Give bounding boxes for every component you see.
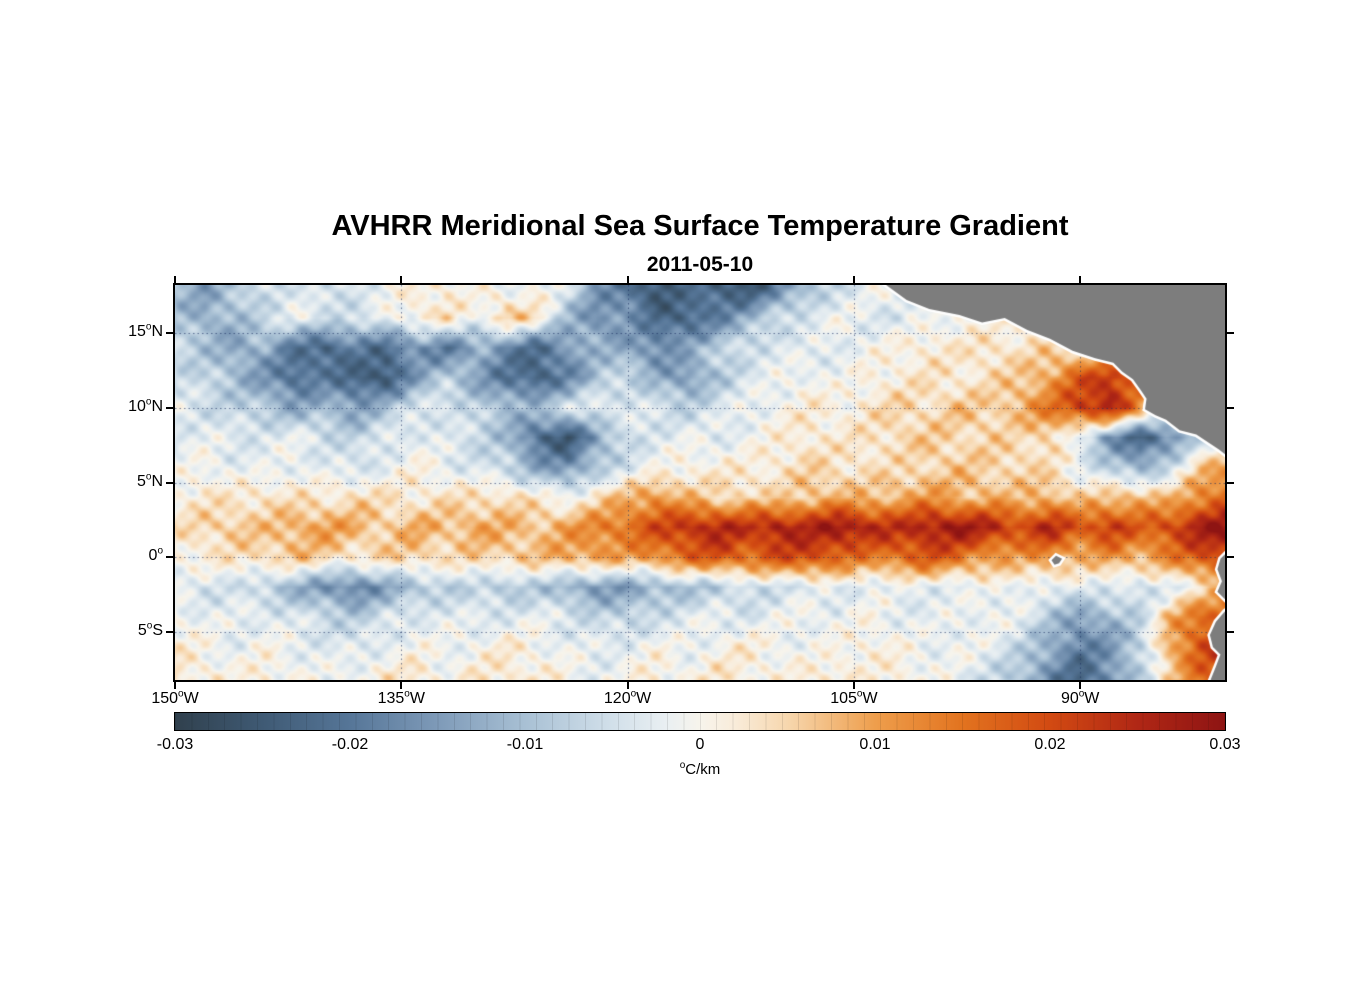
y-tick-label: 15oN	[73, 321, 163, 341]
x-axis-tick-mark	[174, 276, 176, 283]
y-axis-tick-mark	[1227, 406, 1234, 409]
x-axis-tick-mark	[1079, 276, 1082, 283]
tick-value: 90	[1060, 690, 1079, 707]
y-axis-tick-mark	[166, 331, 173, 334]
y-axis-tick-mark	[166, 631, 173, 634]
degree-symbol: o	[1078, 688, 1085, 700]
degree-symbol: o	[178, 688, 184, 700]
colorbar-tick-label: 0.01	[859, 736, 891, 753]
degree-symbol: o	[157, 545, 163, 557]
degree-symbol: o	[630, 688, 637, 700]
x-axis-tick-mark	[852, 682, 855, 689]
x-tick-label: 135oW	[351, 688, 451, 708]
colorbar-tick-label: 0	[695, 736, 705, 753]
x-tick-label: 150oW	[125, 688, 225, 708]
x-tick-label: 105oW	[804, 688, 904, 708]
x-axis-tick-mark	[626, 682, 629, 689]
hemisphere-letter: W	[1084, 690, 1100, 707]
hemisphere-letter: N	[151, 472, 163, 490]
colorbar-tick-label: -0.01	[506, 736, 544, 753]
y-axis-tick-mark	[166, 481, 173, 484]
colorbar-tick-label: 0.02	[1034, 736, 1066, 753]
x-axis-tick-mark	[852, 276, 855, 283]
colorbar-segment-lines	[175, 713, 1225, 730]
map-plot-area	[173, 283, 1227, 682]
x-axis-tick-mark	[174, 682, 176, 689]
degree-symbol: o	[404, 688, 410, 700]
colorbar-tick-label: 0.03	[1209, 736, 1241, 753]
y-axis-tick-mark	[1227, 331, 1234, 334]
y-tick-label: 5oN	[73, 471, 163, 491]
y-tick-label: 5oS	[73, 620, 163, 640]
hemisphere-letter: N	[151, 322, 163, 340]
x-tick-label: 120oW	[578, 688, 678, 708]
chart-title: AVHRR Meridional Sea Surface Temperature…	[331, 210, 1069, 242]
degree-symbol: o	[679, 760, 686, 771]
hemisphere-letter: W	[409, 690, 425, 707]
hemisphere-letter: W	[862, 690, 878, 707]
tick-value: 150	[151, 690, 179, 707]
hemisphere-letter: N	[151, 397, 163, 415]
y-axis-tick-mark	[1227, 631, 1234, 634]
degree-symbol: o	[856, 688, 863, 700]
tick-value: 5	[136, 472, 146, 490]
x-axis-tick-mark	[1079, 682, 1082, 689]
x-axis-tick-mark	[400, 276, 403, 283]
tick-value: 135	[377, 690, 405, 707]
y-tick-label: 10oN	[73, 396, 163, 416]
colorbar-tick-label: -0.02	[331, 736, 369, 753]
hemisphere-letter: S	[152, 622, 163, 640]
unit-text: C/km	[685, 761, 721, 778]
degree-symbol: o	[145, 471, 152, 483]
tick-value: 15	[128, 322, 146, 340]
chart-date-subtitle: 2011-05-10	[646, 253, 754, 276]
y-axis-tick-mark	[166, 556, 173, 559]
hemisphere-letter: W	[183, 690, 199, 707]
y-axis-tick-mark	[1227, 556, 1234, 559]
x-axis-tick-mark	[626, 276, 629, 283]
colorbar-unit-label: oC/km	[600, 760, 800, 779]
degree-symbol: o	[145, 321, 152, 333]
tick-value: 10	[128, 397, 146, 415]
colorbar-tick-label: -0.03	[156, 736, 194, 753]
colorbar	[174, 712, 1226, 731]
tick-value: 5	[137, 622, 147, 640]
degree-symbol: o	[146, 620, 153, 632]
tick-value: 0	[148, 547, 158, 565]
y-axis-tick-mark	[1227, 481, 1234, 484]
hemisphere-letter: W	[636, 690, 652, 707]
degree-symbol: o	[145, 396, 152, 408]
y-tick-label: 0o	[73, 545, 163, 565]
sst-gradient-heatmap	[175, 285, 1225, 680]
x-axis-tick-mark	[400, 682, 403, 689]
tick-value: 105	[830, 690, 857, 707]
tick-value: 120	[603, 690, 631, 707]
x-tick-label: 90oW	[1030, 688, 1130, 708]
y-axis-tick-mark	[166, 406, 173, 409]
